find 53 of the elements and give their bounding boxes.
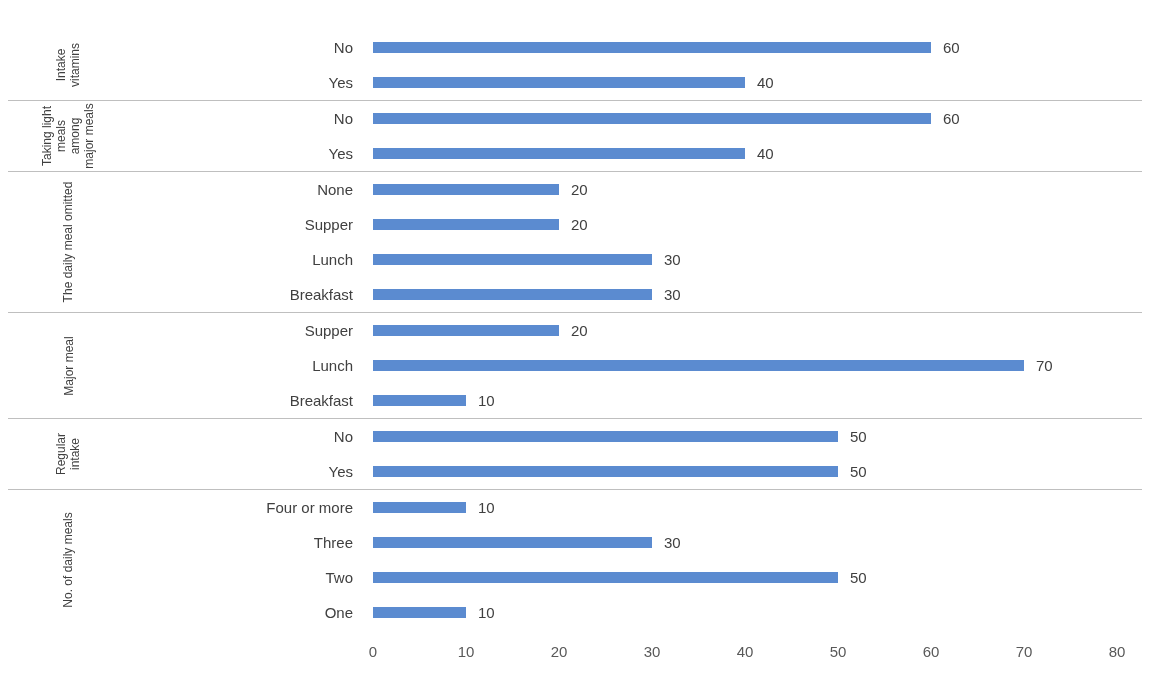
x-tick-label: 50 [829, 643, 847, 660]
data-label: 30 [664, 251, 681, 268]
y-tick-label: Breakfast [289, 392, 354, 409]
y-tick-label: No [333, 110, 353, 127]
data-label: 20 [571, 216, 588, 233]
x-tick-label: 20 [550, 643, 568, 660]
data-label: 30 [664, 534, 681, 551]
y-tick-label: None [317, 181, 353, 198]
x-tick-label: 80 [1108, 643, 1126, 660]
y-tick-label: One [324, 604, 353, 621]
y-tick-label: Four or more [266, 499, 353, 516]
bar [373, 607, 466, 618]
y-tick-label: No [333, 39, 353, 56]
y-tick-label: Yes [328, 463, 353, 480]
y-tick-label: Breakfast [289, 286, 354, 303]
data-label: 50 [850, 428, 867, 445]
data-label: 20 [571, 322, 588, 339]
y-axis-title: Regular intake [53, 432, 83, 477]
x-tick-label: 0 [368, 643, 378, 660]
bar [373, 537, 652, 548]
bar [373, 572, 838, 583]
y-axis-title: No. of daily meals [60, 511, 76, 610]
y-tick-label: No [333, 428, 353, 445]
y-tick-label: Three [313, 534, 353, 551]
x-tick-label: 60 [922, 643, 940, 660]
x-tick-label: 30 [643, 643, 661, 660]
x-tick-label: 10 [457, 643, 475, 660]
data-label: 10 [478, 604, 495, 621]
y-tick-label: Two [325, 569, 353, 586]
y-tick-label: Yes [328, 145, 353, 162]
data-label: 40 [757, 74, 774, 91]
y-tick-label: Lunch [312, 251, 353, 268]
x-tick-label: 40 [736, 643, 754, 660]
x-tick-label: 70 [1015, 643, 1033, 660]
y-tick-label: Lunch [312, 357, 353, 374]
y-axis-title: Taking light meals among major meals [39, 103, 97, 169]
data-label: 60 [943, 39, 960, 56]
y-tick-label: Supper [304, 216, 353, 233]
data-label: 40 [757, 145, 774, 162]
data-label: 60 [943, 110, 960, 127]
data-label: 10 [478, 499, 495, 516]
data-label: 50 [850, 463, 867, 480]
bar [373, 502, 466, 513]
data-label: 50 [850, 569, 867, 586]
y-tick-label: Supper [304, 322, 353, 339]
y-axis-title: Intake vitamins [53, 42, 83, 89]
y-axis-title: Major meal [60, 334, 77, 398]
data-label: 30 [664, 286, 681, 303]
y-tick-label: Yes [328, 74, 353, 91]
data-label: 70 [1036, 357, 1053, 374]
y-axis-title: The daily meal omitted [60, 180, 76, 305]
data-label: 10 [478, 392, 495, 409]
data-label: 20 [571, 181, 588, 198]
